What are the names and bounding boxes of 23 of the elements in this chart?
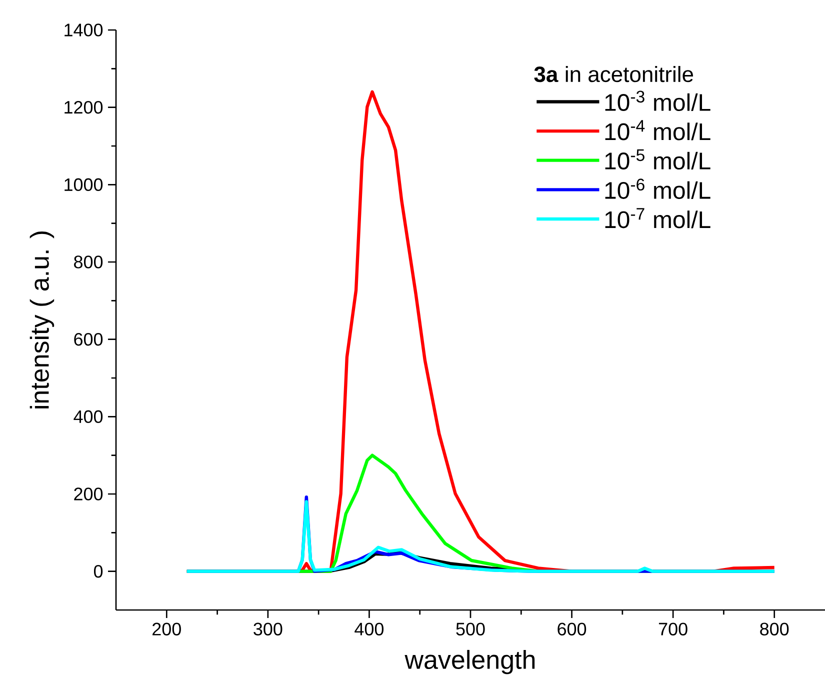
y-tick-label: 1000: [64, 178, 103, 192]
legend-label: 10$^{-4}$ mol/L: [605, 120, 710, 140]
x-tick-label: 800: [760, 622, 789, 636]
x-tick-label: 200: [152, 622, 181, 636]
x-tick-label: 500: [456, 622, 485, 636]
legend-label: 10$^{-6}$ mol/L: [605, 178, 710, 199]
y-tick-label: 0: [94, 564, 103, 578]
y-tick-label: 1200: [64, 100, 103, 114]
y-tick-label: 1400: [64, 24, 103, 36]
x-tick-label: 300: [254, 622, 282, 636]
x-tick-label: 600: [558, 622, 586, 636]
y-axis-title: intensity ( a.u. ): [30, 232, 54, 408]
x-tick-label: 700: [658, 622, 688, 636]
legend-label: 10$^{-7}$ mol/L: [605, 208, 710, 228]
legend-label: 10$^{-3}$ mol/L: [605, 90, 710, 112]
y-tick-label: 200: [74, 488, 103, 500]
y-tick-label: 800: [74, 256, 103, 268]
x-axis-title: wavelength: [404, 650, 535, 674]
y-tick-label: 400: [74, 410, 103, 424]
x-tick-label: 400: [354, 622, 384, 636]
legend-title: 3a in acetonitrile: [534, 66, 694, 82]
legend-label: 10$^{-5}$ mol/L: [605, 149, 710, 170]
y-tick-label: 600: [74, 332, 103, 346]
